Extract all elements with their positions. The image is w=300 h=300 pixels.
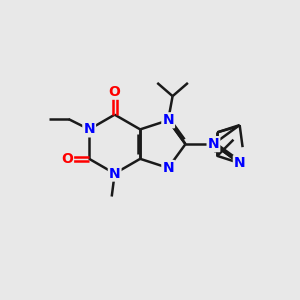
Text: N: N (109, 167, 121, 181)
Text: O: O (61, 152, 73, 166)
Text: N: N (83, 122, 95, 136)
Text: N: N (162, 113, 174, 127)
Text: N: N (162, 161, 174, 175)
Text: N: N (208, 137, 219, 151)
Text: O: O (109, 85, 121, 99)
Text: N: N (234, 156, 245, 170)
